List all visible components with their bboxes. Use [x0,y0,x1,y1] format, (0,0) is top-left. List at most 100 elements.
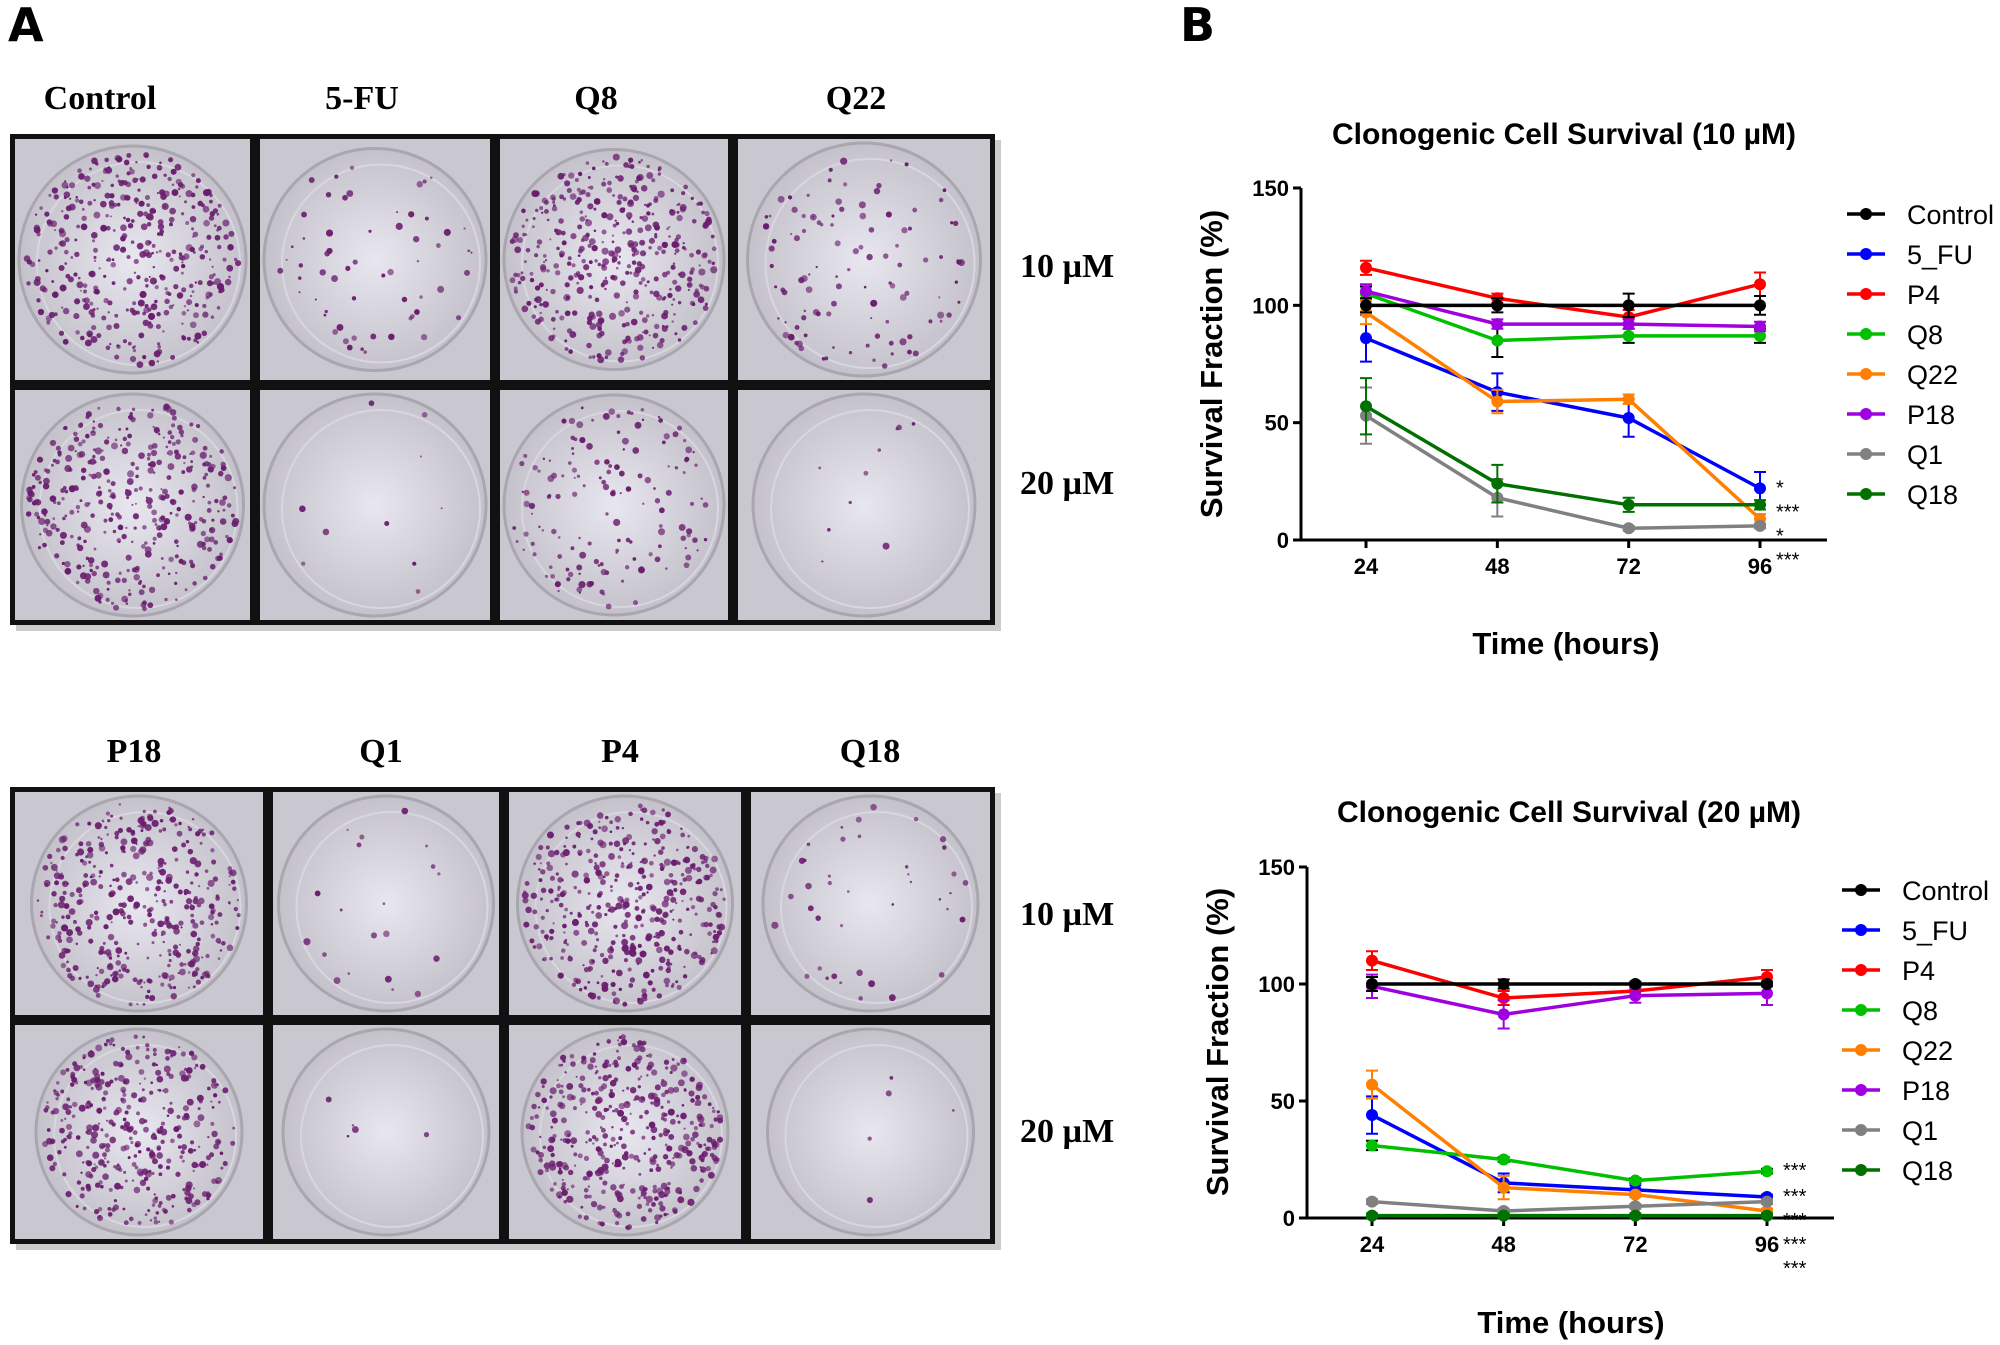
colony [126,478,134,485]
colony [652,838,655,841]
colony [73,272,78,277]
colony [637,803,643,809]
plate-5-fu-20um [260,390,490,620]
colony [847,267,851,272]
colony [636,334,644,341]
colony [110,492,116,498]
colony [567,256,572,261]
colony [181,842,187,848]
colony [567,571,574,578]
colony [805,286,813,293]
colony [110,601,115,606]
colony [588,355,593,360]
colony [622,448,626,451]
colony [617,356,625,363]
colony [705,216,712,223]
colony [608,852,615,860]
colony [98,884,104,890]
colony [116,202,121,207]
colony [627,216,631,220]
colony [532,552,537,557]
colony [636,261,643,267]
colony [602,258,610,266]
colony [173,449,179,455]
legend-item-p18: P18 [1847,400,1955,430]
colony [665,489,672,496]
colony [617,175,624,182]
colony [144,194,151,201]
colony [513,289,518,294]
colony [621,862,624,865]
colony [572,310,578,316]
colony [579,437,586,444]
colony [673,888,678,893]
colony [774,285,778,289]
colony [782,331,790,339]
colony [38,480,42,485]
colony [59,284,67,292]
colony [669,208,674,213]
colony [513,232,519,239]
colony [635,899,639,903]
colony [689,270,694,275]
legend-label: Q8 [1907,320,1943,350]
colony [672,298,676,301]
colony [117,827,124,834]
colony [661,297,666,301]
colony [640,407,645,412]
colony [939,319,943,323]
colony [517,237,524,243]
plate-5-fu-10um [260,139,490,380]
legend-item-5_fu: 5_FU [1847,240,1973,270]
colony [606,469,612,475]
colony [576,564,583,571]
colony [556,893,561,898]
colony [787,195,793,200]
colony [835,275,838,278]
colony [684,456,690,462]
colony [616,969,623,977]
colony [571,263,576,268]
colony [701,252,708,259]
colony [719,888,723,892]
colony [38,517,46,525]
colony [408,211,415,218]
colony [614,873,620,878]
colony [577,224,583,230]
colony [579,216,586,222]
colony [769,263,774,269]
colony [133,271,137,274]
colony [125,427,129,431]
colony [531,225,535,229]
colony [666,270,671,275]
colony [595,912,603,919]
significance-marker-q18: *** [1776,501,1800,523]
colony [174,554,179,559]
colony [509,238,515,245]
colony [75,504,81,510]
colony [579,210,584,214]
colony [523,921,530,928]
colony [75,195,78,199]
colony [44,211,50,217]
colony [299,505,306,513]
colony [103,518,108,523]
colony [190,881,194,885]
colony [91,231,98,239]
colony [191,970,199,977]
colony [198,516,204,522]
colony [564,282,570,288]
colony [164,493,170,499]
colony [591,418,594,422]
colony [176,506,182,512]
colony [167,948,172,953]
colony [606,213,614,221]
colony [599,861,606,868]
colony [611,489,616,494]
colony [126,496,130,500]
colony [597,354,601,358]
colony [58,952,66,959]
colony [522,232,526,237]
colony [168,222,173,227]
colony [334,174,339,179]
